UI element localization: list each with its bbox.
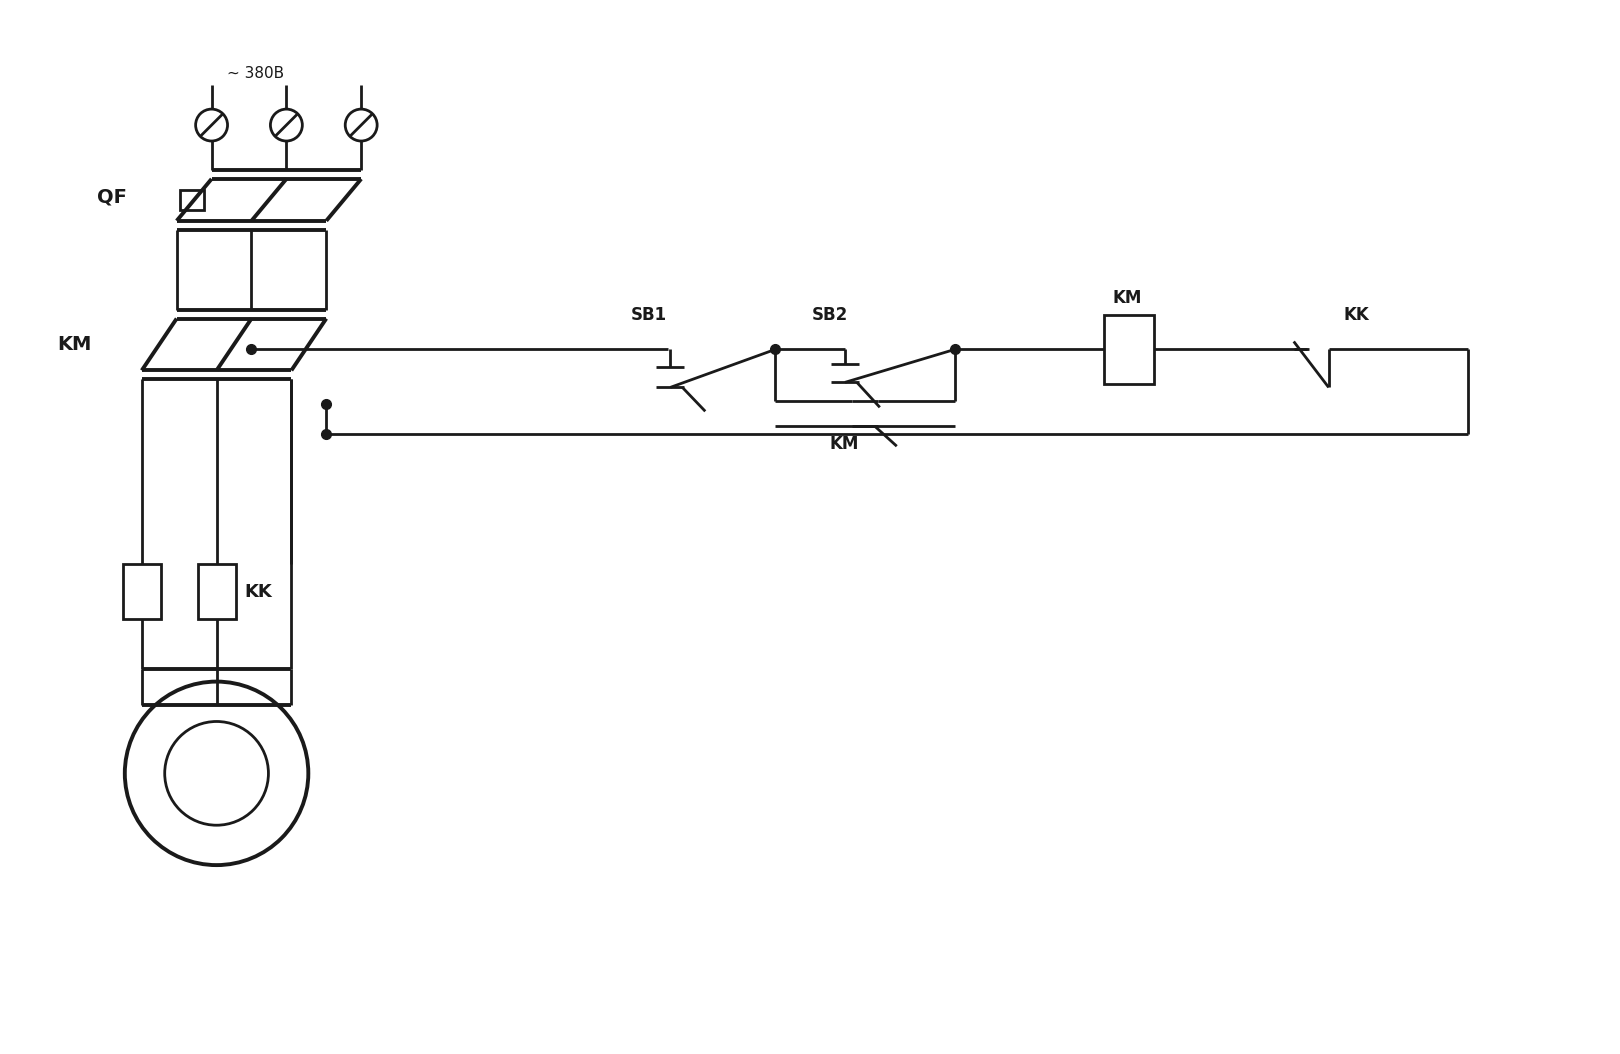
Bar: [198, 564, 235, 619]
Text: SB2: SB2: [812, 306, 849, 324]
Text: KM: KM: [829, 435, 859, 453]
Text: KK: KK: [245, 583, 272, 601]
Text: KM: KM: [1113, 289, 1142, 307]
Bar: [1105, 314, 1153, 385]
Text: ~ 380B: ~ 380B: [227, 65, 284, 81]
Text: KM: KM: [57, 335, 91, 354]
Text: KK: KK: [1343, 306, 1369, 324]
Text: QF: QF: [97, 188, 126, 207]
Bar: [180, 190, 204, 210]
Bar: [123, 564, 160, 619]
Text: SB1: SB1: [630, 306, 666, 324]
